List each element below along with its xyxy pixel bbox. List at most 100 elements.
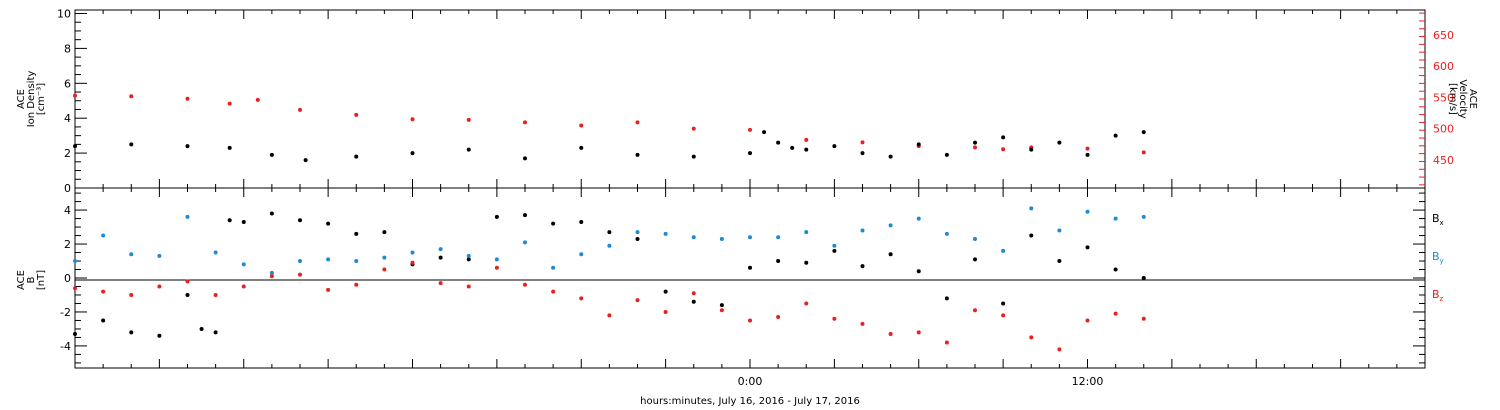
b-bx-point [1113,267,1118,272]
density-point [269,152,274,157]
b-bx-point [860,264,865,269]
tick-labels: 0:00 12:00 0 2 4 6 8 10 450 500 550 600 650 -4 -2 0 2 4 [57,7,1454,388]
density-tick-label: 2 [64,147,71,160]
b-by-point [382,255,387,260]
density-point [860,151,865,156]
b-bz-point [326,287,331,292]
density-point [354,154,359,159]
velocity-point [410,117,415,122]
b-by-point [410,250,415,255]
density-point [303,158,308,163]
velocity-point [804,137,809,142]
b-field-title-line-2: B [26,276,37,283]
b-by-point [888,223,893,228]
b-bz-point [607,313,612,318]
b-bx-point [129,330,134,335]
b-by-point [1141,214,1146,219]
velocity-point [227,101,232,106]
b-bx-point [298,218,302,223]
b-bz-point [579,296,584,301]
velocity-tick-label: 450 [1433,154,1454,167]
density-tick-label: 10 [57,7,71,20]
b-by-point [1113,216,1118,221]
b-bx-point [466,257,471,262]
b-bz-point [129,292,134,297]
b-by-point [185,214,190,219]
density-tick-label: 6 [64,77,71,90]
velocity-point [354,112,359,117]
b-component-legend: Bx By Bz [1432,212,1444,303]
density-point [832,144,837,149]
top-panel-frame [74,9,1426,189]
velocity-point [860,140,865,145]
velocity-point [73,93,77,98]
density-tick-label: 0 [64,182,71,195]
velocity-point [185,96,190,101]
b-by-point [860,228,865,233]
b-bz-point [973,308,977,313]
b-bx-point [719,303,724,308]
b-by-point [804,230,809,235]
x-tick-label: 12:00 [1072,375,1104,388]
density-point [1085,152,1090,157]
b-by-point [1029,206,1034,211]
velocity-title-line-1: ACE [1467,89,1478,109]
density-point [888,154,893,159]
b-by-point [719,236,724,241]
velocity-point [255,97,260,102]
b-by-point [438,247,443,252]
b-by-point [326,257,331,262]
b-by-point [579,252,584,257]
b-bz-point [748,318,752,323]
b-bx-point [776,259,781,264]
velocity-point [298,107,302,112]
density-point [1141,130,1146,135]
b-bz-point [916,330,921,335]
b-bz-point [73,286,77,291]
b-bz-point [269,274,274,279]
velocity-point [129,94,134,99]
b-bx-point [354,231,359,236]
b-by-point [269,270,274,275]
b-bx-point [1057,259,1062,264]
b-by-point [466,253,471,258]
b-by-point [354,259,359,264]
b-bz-point [635,298,640,303]
velocity-point [748,127,752,132]
b-bz-point [1113,311,1118,316]
ion-density-title-line-2: Ion Density [26,71,37,128]
b-tick-label: -4 [60,340,71,353]
b-bx-point [804,260,809,265]
b-bz-point [410,260,415,265]
velocity-axis-title: ACE Velocity [km/s] [1447,79,1478,118]
b-bz-point [832,316,837,321]
b-bx-point [888,252,893,257]
b-by-point [1057,228,1062,233]
density-point [523,156,527,161]
b-by-point [607,243,612,248]
b-by-point [748,235,752,240]
density-point [944,152,949,157]
legend-bx: Bx [1432,212,1444,227]
b-bz-point [213,292,218,297]
b-bx-point [241,219,246,224]
axis-ticks [74,10,1426,368]
density-point [410,151,415,156]
density-tick-label: 4 [64,112,71,125]
velocity-point [579,123,584,128]
b-field-title-line-1: ACE [16,270,27,290]
x-axis-title: hours:minutes, July 16, 2016 - July 17, … [640,396,860,407]
b-by-point [73,259,77,264]
b-bx-point [157,333,162,338]
b-by-point [523,240,527,245]
velocity-point [635,120,640,125]
b-bz-point [523,282,527,287]
b-bz-point [663,309,668,314]
top-panel-data [73,93,1146,163]
b-bz-point [1085,318,1090,323]
b-tick-label: -2 [60,306,71,319]
b-by-point [213,250,218,255]
b-bx-point [73,332,77,337]
density-point [691,154,696,159]
